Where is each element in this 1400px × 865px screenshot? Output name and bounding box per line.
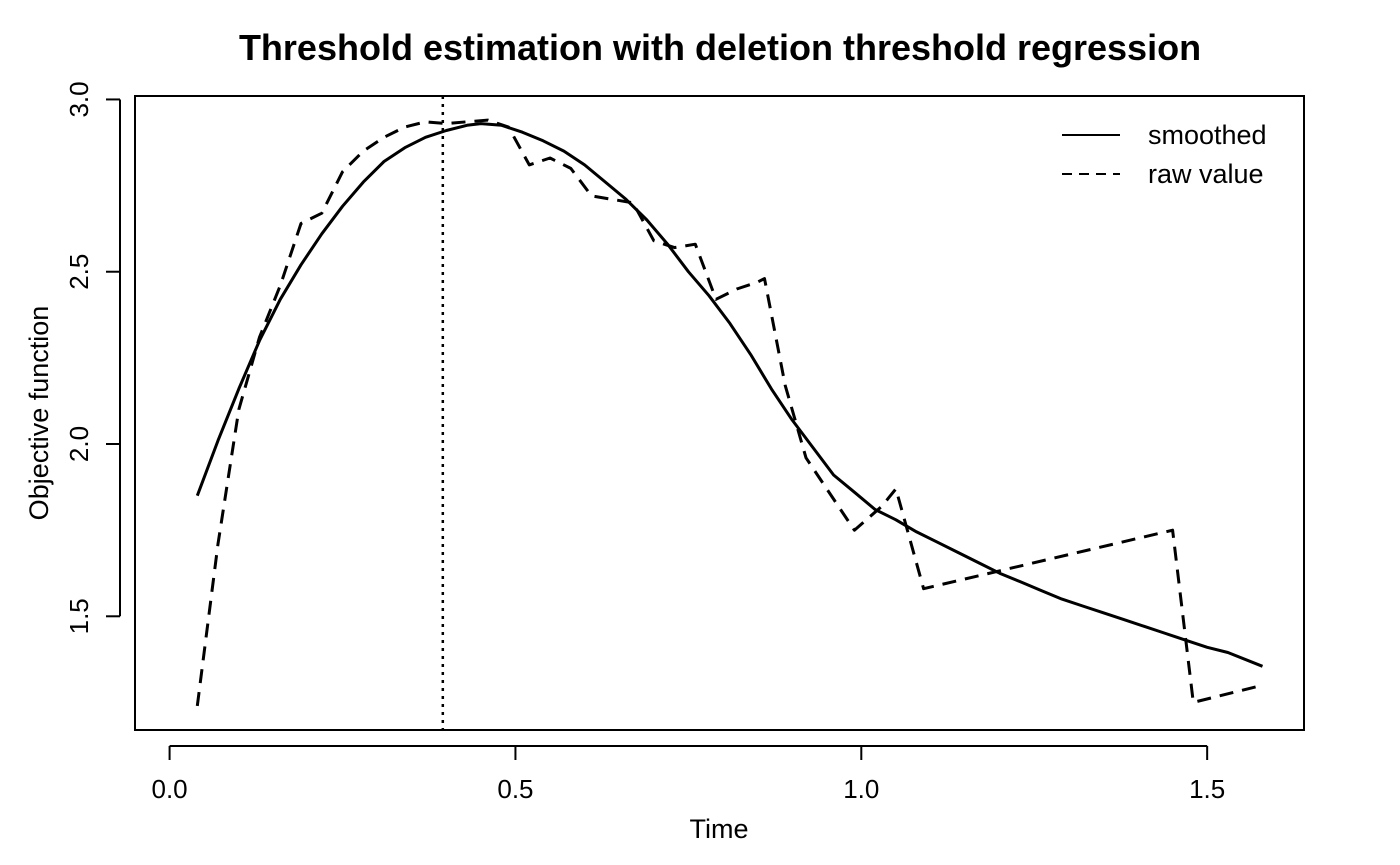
x-tick-label: 1.0 [843, 774, 879, 804]
series-line-raw-value [195, 118, 1263, 707]
plot-area-border [134, 95, 1305, 731]
x-axis-label: Time [690, 814, 749, 844]
y-axis-label: Objective function [24, 306, 54, 521]
chart-title: Threshold estimation with deletion thres… [239, 27, 1201, 68]
y-tick-label: 1.5 [64, 598, 94, 634]
series-layer [195, 96, 1264, 730]
y-tick-label: 2.0 [64, 426, 94, 462]
legend-label-smoothed: smoothed [1148, 120, 1267, 150]
legend-label-raw-value: raw value [1148, 159, 1264, 189]
x-tick-label: 0.0 [152, 774, 188, 804]
y-tick-label: 2.5 [64, 254, 94, 290]
x-axis: 0.0 0.5 1.0 1.5 [152, 745, 1225, 804]
legend: smoothed raw value [1062, 120, 1267, 189]
y-axis: 1.5 2.0 2.5 3.0 [64, 81, 121, 634]
series-line-smoothed [195, 122, 1264, 668]
x-tick-label: 0.5 [497, 774, 533, 804]
y-tick-label: 3.0 [64, 81, 94, 117]
x-tick-label: 1.5 [1189, 774, 1225, 804]
